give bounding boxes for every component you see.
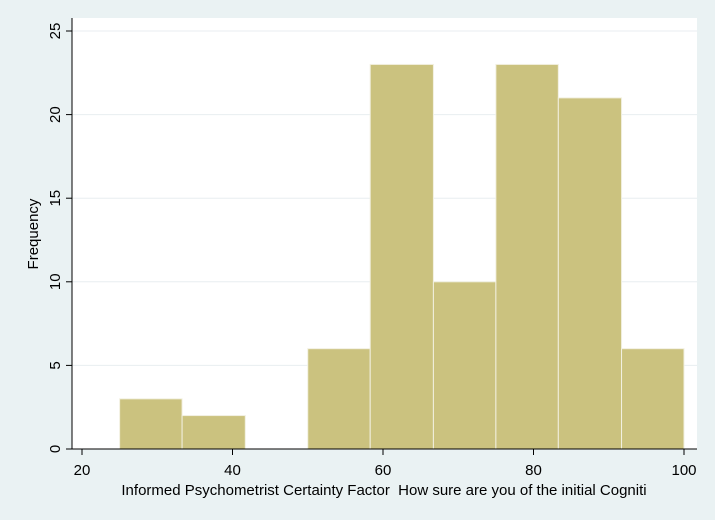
y-tick-label-0: 0 bbox=[47, 445, 64, 453]
bar-bin-9 bbox=[621, 348, 685, 450]
bar-bin-5 bbox=[369, 63, 434, 450]
y-tick-label-15: 15 bbox=[47, 190, 64, 207]
bar-bin-6 bbox=[432, 281, 497, 450]
bars bbox=[119, 63, 685, 450]
axes: 0 5 10 15 20 25 20 40 60 80 100 bbox=[47, 18, 697, 479]
x-tick-label-80: 80 bbox=[525, 462, 542, 479]
y-axis-title: Frequency bbox=[25, 198, 42, 269]
y-tick-label-20: 20 bbox=[47, 106, 64, 123]
bar-bin-1 bbox=[119, 398, 183, 450]
y-tick-label-25: 25 bbox=[47, 23, 64, 40]
x-axis-title: Informed Psychometrist Certainty Factor … bbox=[121, 482, 646, 499]
bar-bin-7 bbox=[495, 63, 559, 450]
x-tick-label-100: 100 bbox=[671, 462, 696, 479]
x-tick-label-20: 20 bbox=[74, 462, 91, 479]
bar-bin-4 bbox=[307, 348, 371, 450]
x-tick-label-40: 40 bbox=[224, 462, 241, 479]
x-tick-label-60: 60 bbox=[375, 462, 392, 479]
bar-bin-2 bbox=[181, 415, 246, 450]
y-tick-label-10: 10 bbox=[47, 273, 64, 290]
bar-bin-8 bbox=[557, 97, 623, 450]
y-tick-label-5: 5 bbox=[47, 361, 64, 369]
